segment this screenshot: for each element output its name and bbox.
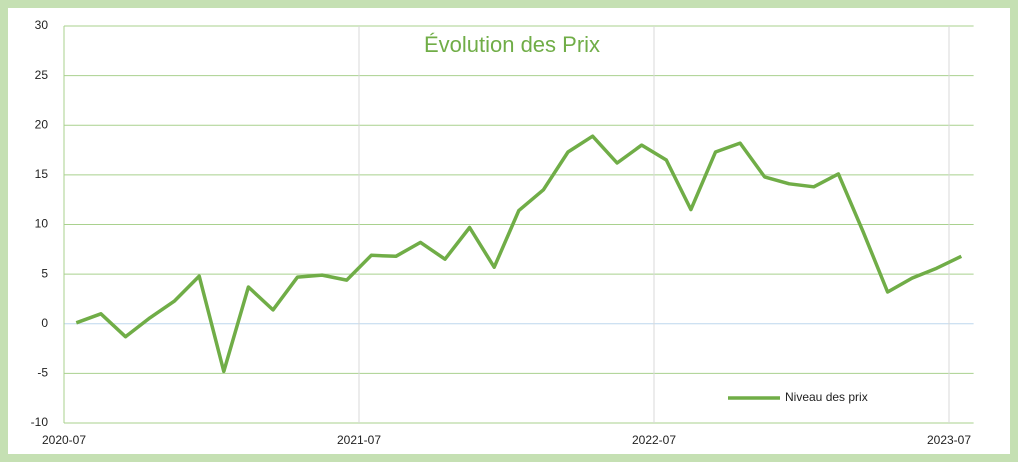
x-tick-label: 2022-07	[632, 433, 676, 447]
y-tick-label: -5	[37, 366, 48, 380]
x-tick-label: 2020-07	[42, 433, 86, 447]
y-tick-label: 20	[35, 117, 49, 131]
y-tick-label: 10	[35, 217, 49, 231]
y-tick-label: 0	[41, 316, 48, 330]
chart-title: Évolution des Prix	[424, 32, 600, 57]
y-tick-label: 30	[35, 18, 49, 32]
x-tick-label: 2021-07	[337, 433, 381, 447]
y-tick-label: 25	[35, 68, 49, 82]
y-tick-label: -10	[31, 415, 49, 429]
y-tick-label: 15	[35, 167, 49, 181]
y-tick-label: 5	[41, 266, 48, 280]
x-tick-label: 2023-07	[927, 433, 971, 447]
line-series	[75, 134, 963, 374]
legend-label: Niveau des prix	[785, 390, 868, 404]
